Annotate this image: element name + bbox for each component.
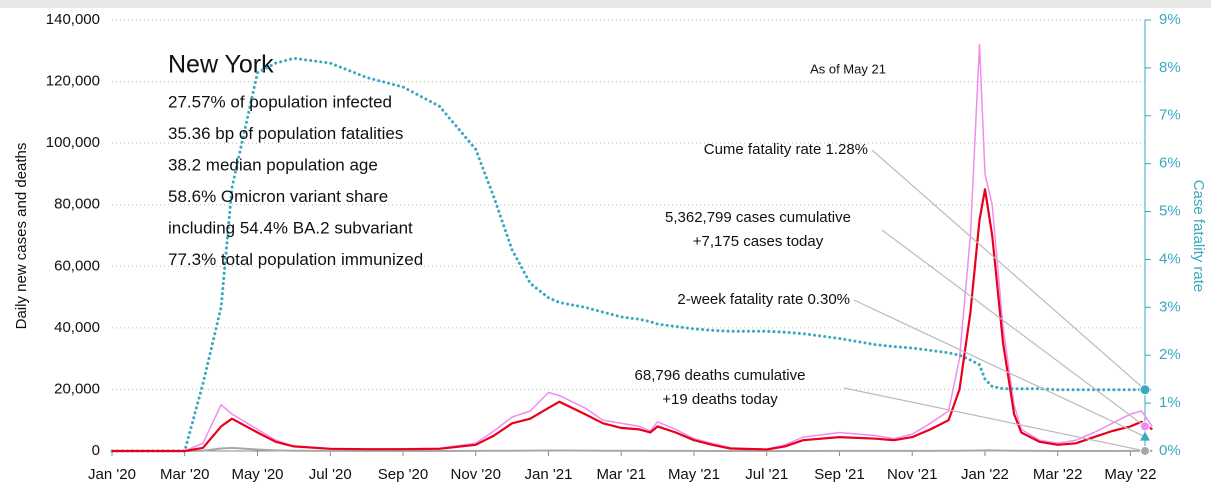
series-line [112,188,1153,453]
x-tick-label: May '22 [1104,466,1156,483]
info-line: 38.2 median population age [168,155,378,174]
series-line [112,446,1153,452]
y-tick-label: 140,000 [46,11,100,28]
y-tick-label: 60,000 [54,257,100,274]
leader-line [843,387,1146,452]
x-tick-label: Jul '20 [309,466,352,483]
annotation: +7,175 cases today [693,233,824,250]
x-tick-label: Nov '20 [451,466,501,483]
x-tick-label: Mar '22 [1033,466,1083,483]
x-tick-label: Sep '20 [378,466,428,483]
y2-tick-label: 7% [1159,107,1181,124]
y-tick-label: 20,000 [54,380,100,397]
info-line: 27.57% of population infected [168,92,392,111]
y2-tick-label: 2% [1159,346,1181,363]
y2-tick-label: 6% [1159,155,1181,172]
x-tick-label: May '21 [668,466,720,483]
x-tick-label: Jan '20 [88,466,136,483]
y-tick-label: 40,000 [54,319,100,336]
y-tick-label: 80,000 [54,196,100,213]
cume-marker [1139,384,1151,396]
info-line: 58.6% Omicron variant share [168,187,388,206]
info-line: including 54.4% BA.2 subvariant [168,218,413,237]
x-tick-label: Jan '21 [525,466,573,483]
series-line [110,56,1154,453]
x-tick-label: Jan '22 [961,466,1009,483]
info-line: 77.3% total population immunized [168,250,423,269]
y-tick-label: 0 [92,442,100,459]
leader-line [881,229,1146,427]
annotation: 68,796 deaths cumulative [635,367,806,384]
y2-tick-label: 8% [1159,59,1181,76]
info-line: 35.36 bp of population fatalities [168,124,403,143]
leader-line [853,299,1146,438]
x-tick-label: Jul '21 [745,466,788,483]
y-tick-label: 120,000 [46,73,100,90]
top-bar [0,0,1211,8]
info-title: New York [168,51,274,79]
deaths-end-marker [1140,445,1150,456]
y-axis-label: Daily new cases and deaths [13,143,30,330]
y2-tick-label: 5% [1159,203,1181,220]
annotation: 2-week fatality rate 0.30% [677,291,850,308]
two-week-marker [1140,431,1150,441]
annotation: +19 deaths today [662,391,778,408]
as-of: As of May 21 [810,61,886,76]
y2-tick-label: 1% [1159,394,1181,411]
y-tick-label: 100,000 [46,134,100,151]
y2-axis-label: Case fatality rate [1190,180,1207,293]
annotation: Cume fatality rate 1.28% [704,141,868,158]
y2-tick-label: 4% [1159,250,1181,267]
y2-tick-label: 3% [1159,298,1181,315]
x-tick-label: Sep '21 [814,466,864,483]
y2-tick-label: 9% [1159,11,1181,28]
x-tick-label: Mar '20 [160,466,210,483]
x-tick-label: Mar '21 [596,466,646,483]
y2-tick-label: 0% [1159,442,1181,459]
x-tick-label: May '20 [231,466,283,483]
x-tick-label: Nov '21 [887,466,937,483]
annotation: 5,362,799 cases cumulative [665,209,851,226]
leader-line [871,149,1146,391]
cases-end-marker [1140,421,1150,432]
